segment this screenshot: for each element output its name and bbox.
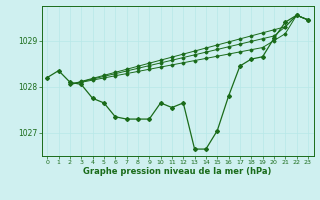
X-axis label: Graphe pression niveau de la mer (hPa): Graphe pression niveau de la mer (hPa) bbox=[84, 167, 272, 176]
